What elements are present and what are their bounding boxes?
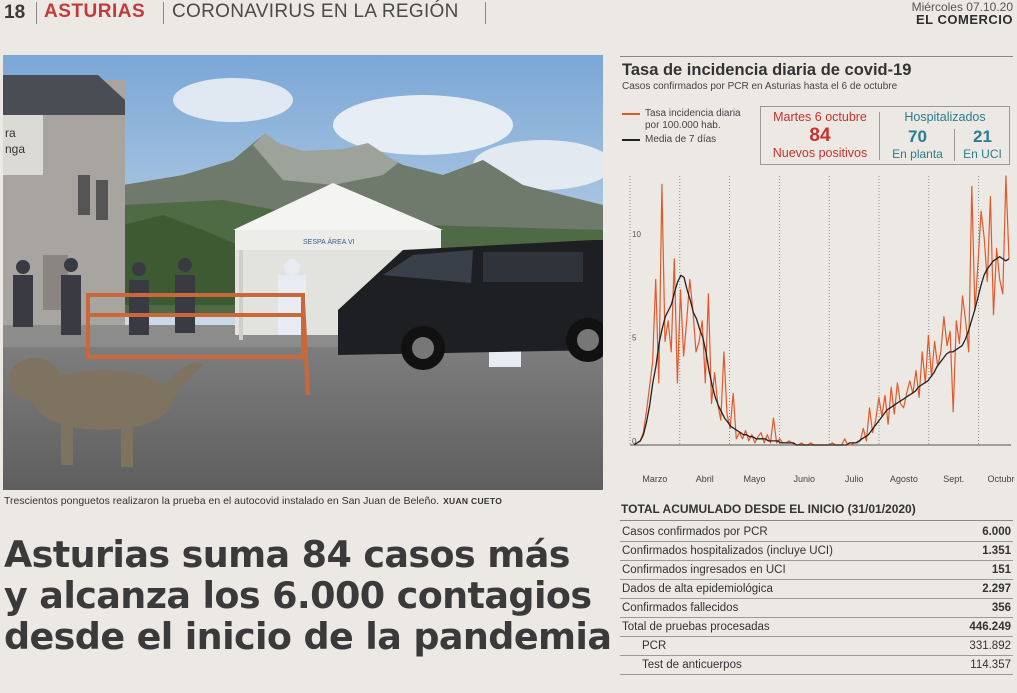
chart-legend: Tasa incidencia diaria por 100.000 hab. …	[622, 108, 755, 148]
chart-subtitle: Casos confirmados por PCR en Asturias ha…	[622, 81, 898, 92]
legend-item-daily: Tasa incidencia diaria por 100.000 hab.	[622, 108, 755, 132]
headline-line: Asturias suma 84 casos más	[4, 533, 570, 576]
row-value: 6.000	[982, 526, 1011, 538]
row-label: Casos confirmados por PCR	[622, 526, 768, 538]
row-value: 446.249	[969, 621, 1011, 633]
table-row: Dados de alta epidemiológica 2.297	[620, 580, 1013, 599]
ward-count: 70	[908, 127, 927, 146]
building-sign-text: ra	[5, 126, 16, 140]
new-cases-label: Nuevos positivos	[772, 146, 868, 160]
summary-divider	[954, 129, 955, 161]
building-roof	[3, 75, 125, 115]
x-tick-label: Octubre	[988, 474, 1015, 484]
page-number: 18	[4, 2, 26, 23]
table-row: Test de anticuerpos 114.357	[620, 656, 1013, 675]
legend-swatch	[622, 113, 640, 115]
issue-date: Miércoles 07.10.20	[911, 0, 1013, 14]
summary-divider	[879, 112, 880, 160]
totals-table: Casos confirmados por PCR 6.000 Confirmado…	[620, 523, 1013, 675]
header-divider	[36, 2, 37, 24]
window	[78, 175, 90, 215]
newspaper-name: EL COMERCIO	[916, 12, 1013, 27]
row-value: 356	[991, 602, 1011, 614]
header-divider	[163, 2, 164, 24]
row-label: PCR	[642, 640, 667, 652]
headline-line: desde el inicio de la pandemia	[4, 615, 612, 658]
series-line-average	[633, 256, 1010, 446]
x-tick-label: Junio	[794, 474, 816, 484]
table-title: TOTAL ACUMULADO DESDE EL INICIO (31/01/2…	[621, 502, 916, 516]
tent-banner	[235, 230, 441, 250]
icu-label: En UCI	[963, 147, 1002, 161]
header-divider	[485, 2, 486, 24]
new-cases-count: 84	[809, 125, 831, 146]
x-tick-label: Agosto	[890, 474, 918, 484]
row-value: 331.892	[969, 640, 1011, 652]
hospitalized-title: Hospitalizados	[904, 110, 986, 124]
photo-caption: Trescientos ponguetos realizaron la prue…	[4, 495, 502, 507]
legend-swatch	[622, 139, 640, 141]
x-tick-label: Abril	[696, 474, 714, 484]
table-row: Confirmados ingresados en UCI 151	[620, 561, 1013, 580]
table-row: Confirmados fallecidos 356	[620, 599, 1013, 618]
people-waiting	[13, 258, 195, 335]
chart-title: Tasa de incidencia diaria de covid-19	[622, 61, 912, 79]
row-value: 1.351	[982, 545, 1011, 557]
row-label: Test de anticuerpos	[642, 659, 742, 671]
y-tick-label: 0	[632, 437, 637, 446]
headline: Asturias suma 84 casos más y alcanza los…	[4, 533, 612, 658]
row-value: 151	[991, 564, 1011, 576]
row-label: Dados de alta epidemiológica	[622, 583, 773, 595]
building-sign-text: nga	[5, 142, 25, 156]
x-tick-label: Mayo	[744, 474, 766, 484]
section-name: ASTURIAS	[44, 1, 146, 22]
row-label: Confirmados hospitalizados (incluye UCI)	[622, 545, 833, 557]
window	[96, 180, 108, 220]
row-label: Total de pruebas procesadas	[622, 621, 770, 633]
table-row: Casos confirmados por PCR 6.000	[620, 523, 1013, 542]
cloud	[173, 78, 293, 122]
daily-summary-box: Martes 6 octubre 84 Nuevos positivos Hos…	[760, 106, 1010, 165]
table-row: Confirmados hospitalizados (incluye UCI)…	[620, 542, 1013, 561]
building-sign	[3, 115, 43, 175]
news-photo: ra nga SESPA ÁREA VI	[3, 55, 603, 490]
legend-label: Tasa incidencia diaria por 100.000 hab.	[645, 108, 741, 131]
row-label: Confirmados ingresados en UCI	[622, 564, 786, 576]
row-value: 114.357	[970, 659, 1011, 671]
barrier-fence	[86, 293, 310, 396]
table-top-rule	[620, 520, 1013, 521]
dog	[9, 358, 203, 467]
legend-item-average: Media de 7 días	[622, 134, 755, 146]
icu-count: 21	[973, 127, 992, 146]
summary-date: Martes 6 octubre	[773, 110, 867, 124]
x-tick-label: Sept.	[943, 474, 964, 484]
y-tick-label: 5	[632, 334, 637, 343]
headline-line: y alcanza los 6.000 contagios	[4, 574, 592, 617]
row-value: 2.297	[982, 583, 1011, 595]
mountain-peak	[253, 133, 398, 185]
page-header: 18 ASTURIAS CORONAVIRUS EN LA REGIÓN Mié…	[0, 0, 1017, 28]
table-row: PCR 331.892	[620, 637, 1013, 656]
series-line-daily	[633, 175, 1010, 446]
incidence-chart: 0 5 10 Marzo Abril Mayo Junio Julio Agosto Sept. O…	[629, 175, 1015, 484]
ward-label: En planta	[892, 147, 943, 161]
caption-text: Trescientos ponguetos realizaron la prue…	[4, 495, 440, 507]
legend-label: Media de 7 días	[645, 134, 717, 145]
cloud	[333, 95, 513, 155]
tent-roof	[233, 183, 443, 230]
x-tick-label: Julio	[845, 474, 864, 484]
tent-label: SESPA ÁREA VI	[303, 237, 355, 246]
car	[338, 240, 603, 370]
x-tick-label: Marzo	[642, 474, 667, 484]
table-row: Total de pruebas procesadas 446.249	[620, 618, 1013, 637]
panel-top-rule	[620, 56, 1013, 57]
photo-credit: XUAN CUETO	[443, 496, 503, 506]
subsection-name: CORONAVIRUS EN LA REGIÓN	[172, 1, 459, 22]
y-tick-label: 10	[632, 230, 641, 239]
row-label: Confirmados fallecidos	[622, 602, 739, 614]
